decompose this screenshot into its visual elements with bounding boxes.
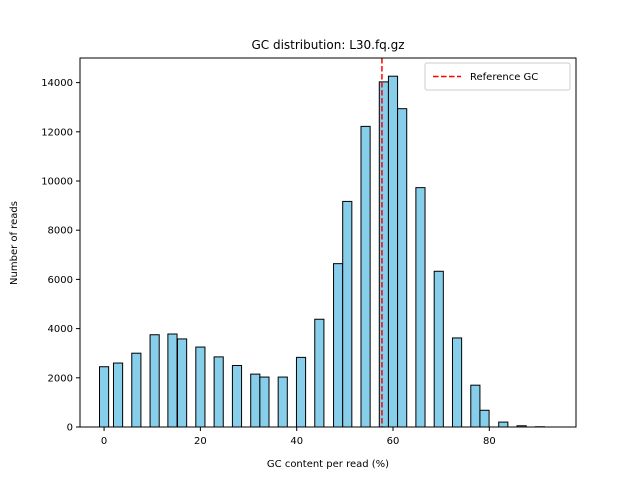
histogram-bar: [295, 356, 307, 428]
y-tick-label: 12000: [41, 127, 73, 138]
histogram-bar: [259, 376, 270, 428]
histogram-bar: [149, 334, 160, 428]
histogram-bar: [231, 365, 243, 428]
legend: Reference GC: [424, 62, 571, 91]
legend-label-reference-gc: Reference GC: [470, 72, 538, 83]
histogram-bar: [195, 346, 206, 428]
histogram-bar: [433, 270, 444, 428]
y-axis-label: Number of reads: [9, 201, 20, 285]
histogram-bar: [397, 108, 408, 428]
x-tick-label: 0: [101, 436, 107, 447]
y-tick-label: 0: [67, 423, 73, 434]
histogram-bar: [333, 263, 344, 428]
histogram-bar: [470, 384, 481, 428]
axes-frame: [79, 57, 577, 428]
histogram-bar: [360, 125, 371, 428]
histogram-bar: [213, 356, 224, 428]
histogram-bar: [314, 318, 325, 428]
histogram-bar: [387, 75, 399, 428]
legend-frame: [424, 62, 571, 91]
histogram-bar: [131, 352, 142, 428]
histogram-bar: [112, 362, 124, 428]
histogram-bar: [415, 187, 426, 428]
histogram-bar: [177, 338, 188, 428]
histogram-bar: [451, 337, 463, 428]
y-tick-label: 10000: [41, 177, 73, 188]
y-tick-label: 2000: [48, 373, 73, 384]
histogram-bar: [342, 200, 353, 428]
y-tick-label: 14000: [41, 78, 73, 89]
histogram-bar: [277, 376, 288, 428]
histogram-bar: [167, 333, 178, 428]
histogram-bar: [250, 373, 261, 428]
x-tick-label: 60: [387, 436, 400, 447]
x-axis-ticks: 0 20 40 60 80: [101, 427, 496, 447]
y-tick-label: 6000: [48, 275, 73, 286]
y-axis-ticks: 0 2000 4000 6000 8000 10000 12000 14000: [41, 78, 80, 434]
axes: [79, 57, 577, 428]
x-axis-label: GC content per read (%): [267, 459, 389, 470]
histogram-bar: [378, 81, 389, 428]
y-tick-label: 8000: [48, 226, 73, 237]
chart-title: GC distribution: L30.fq.gz: [251, 38, 404, 52]
histogram-bar: [99, 366, 110, 428]
x-tick-label: 80: [483, 436, 496, 447]
histogram-bar: [479, 409, 490, 428]
x-tick-label: 20: [194, 436, 207, 447]
histogram-bar: [498, 421, 509, 428]
x-tick-label: 40: [290, 436, 303, 447]
y-tick-label: 4000: [48, 324, 73, 335]
